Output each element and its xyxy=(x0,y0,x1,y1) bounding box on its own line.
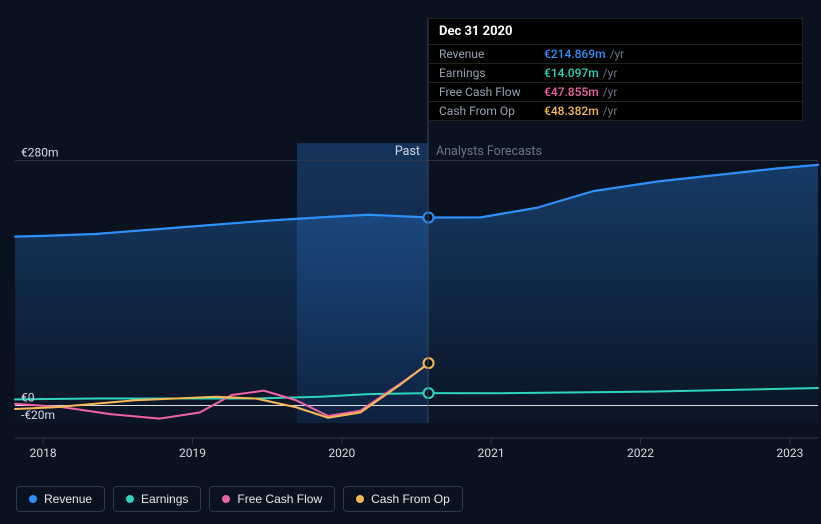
tooltip-date: Dec 31 2020 xyxy=(429,19,802,44)
y-tick-label: €0 xyxy=(21,391,35,405)
tooltip-row: Earnings€14.097m/yr xyxy=(429,63,802,82)
legend-item-revenue[interactable]: Revenue xyxy=(16,486,105,512)
legend-item-fcf[interactable]: Free Cash Flow xyxy=(209,486,335,512)
legend-item-label: Free Cash Flow xyxy=(237,492,322,506)
tooltip: Dec 31 2020 Revenue€214.869m/yrEarnings€… xyxy=(428,18,803,121)
tooltip-metric-label: Revenue xyxy=(439,47,544,61)
tooltip-unit: /yr xyxy=(610,47,625,61)
tooltip-row: Free Cash Flow€47.855m/yr xyxy=(429,82,802,101)
tooltip-row: Revenue€214.869m/yr xyxy=(429,44,802,63)
y-tick-label: €280m xyxy=(21,146,59,160)
tooltip-unit: /yr xyxy=(603,85,618,99)
series-marker-revenue xyxy=(424,212,434,222)
legend-dot-icon xyxy=(356,495,364,503)
legend-item-label: Cash From Op xyxy=(371,492,450,506)
legend-item-label: Earnings xyxy=(141,492,188,506)
legend-dot-icon xyxy=(222,495,230,503)
series-marker-earnings xyxy=(424,388,434,398)
tooltip-metric-label: Cash From Op xyxy=(439,104,544,118)
legend: Revenue Earnings Free Cash Flow Cash From O… xyxy=(16,486,463,512)
legend-item-earnings[interactable]: Earnings xyxy=(113,486,201,512)
tooltip-metric-value: €48.382m xyxy=(544,104,599,118)
tooltip-metric-value: €14.097m xyxy=(544,66,599,80)
x-tick-label: 2019 xyxy=(179,446,206,460)
tooltip-unit: /yr xyxy=(603,104,618,118)
past-label: Past xyxy=(395,144,420,159)
x-tick-label: 2018 xyxy=(30,446,57,460)
y-tick-label: -€20m xyxy=(21,408,55,422)
tooltip-unit: /yr xyxy=(603,66,618,80)
legend-item-cfo[interactable]: Cash From Op xyxy=(343,486,463,512)
legend-item-label: Revenue xyxy=(44,492,92,506)
tooltip-metric-value: €47.855m xyxy=(544,85,599,99)
x-tick-label: 2020 xyxy=(328,446,355,460)
x-tick-label: 2023 xyxy=(776,446,803,460)
tooltip-metric-label: Free Cash Flow xyxy=(439,85,544,99)
x-tick-label: 2022 xyxy=(627,446,654,460)
legend-dot-icon xyxy=(29,495,37,503)
tooltip-metric-value: €214.869m xyxy=(544,47,606,61)
tooltip-row: Cash From Op€48.382m/yr xyxy=(429,101,802,120)
forecast-label: Analysts Forecasts xyxy=(436,144,542,159)
legend-dot-icon xyxy=(126,495,134,503)
x-tick-label: 2021 xyxy=(478,446,505,460)
tooltip-metric-label: Earnings xyxy=(439,66,544,80)
series-marker-cfo xyxy=(424,358,434,368)
